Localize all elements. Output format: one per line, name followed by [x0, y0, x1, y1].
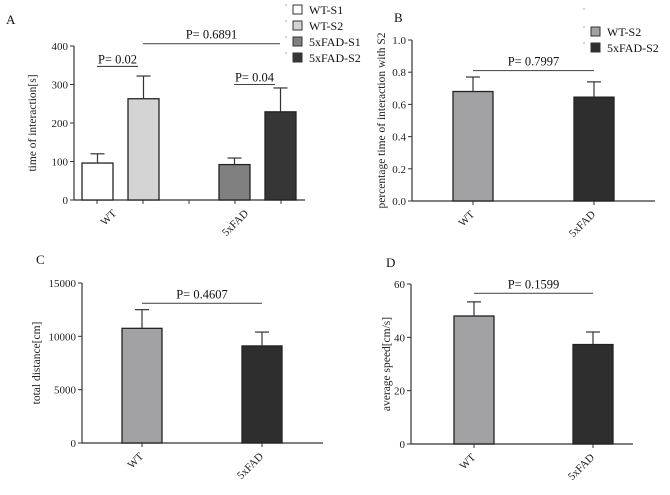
- bar-wt-s2: [452, 90, 494, 202]
- y-tick-label: 20: [394, 386, 406, 398]
- legend-dot: [285, 20, 287, 22]
- panel-label: D: [386, 255, 395, 270]
- panel-b: B 0.0 0.2 0.4 0.6 0.8 1.0 percentage time of in…: [376, 8, 659, 240]
- y-axis-label: time of interaction[s]: [27, 74, 39, 171]
- legend-dot: [285, 52, 287, 54]
- legend-swatch: [590, 26, 601, 37]
- legend-label: WT-S1: [309, 3, 343, 17]
- y-tick-label: 0: [71, 438, 77, 450]
- y-tick-label: 0.4: [392, 132, 406, 144]
- panel-a: A 0 100 200 300 400 time of interaction[s] WT 5x…: [6, 3, 361, 239]
- panel-c: C 0 5000 10000 15000 total distance[cm] WT 5xFA…: [31, 252, 323, 482]
- bar-wt-s2: [127, 98, 160, 201]
- legend-dot: [583, 26, 585, 28]
- y-tick-label: 0.0: [392, 196, 406, 208]
- x-tick-label: WT: [457, 208, 478, 229]
- bar-5xfad: [572, 343, 614, 445]
- legend-dot: [583, 8, 585, 10]
- bar-5xfad: [241, 345, 283, 444]
- x-tick-label: WT: [99, 207, 120, 228]
- y-tick-label: 200: [52, 118, 69, 130]
- x-tick-label: WT: [458, 451, 479, 472]
- legend-label: 5xFAD-S2: [607, 41, 659, 55]
- panel-label: B: [394, 10, 403, 25]
- y-tick-label: 10000: [49, 331, 77, 343]
- legend-label: 5xFAD-S1: [309, 35, 361, 49]
- legend-swatch: [292, 52, 303, 63]
- legend-swatch: [590, 42, 601, 53]
- y-tick-label: 0.8: [392, 67, 406, 79]
- x-tick-label: 5xFAD: [235, 451, 266, 482]
- y-tick-label: 300: [52, 80, 69, 92]
- legend-swatch: [292, 4, 303, 15]
- bar-wt: [453, 315, 495, 445]
- legend-swatch: [292, 20, 303, 31]
- p-value-label: P= 0.6891: [186, 28, 238, 42]
- y-tick-label: 100: [52, 157, 69, 169]
- y-tick-label: 60: [394, 279, 406, 291]
- p-value-label: P= 0.02: [98, 52, 137, 66]
- x-tick-label: WT: [126, 450, 147, 471]
- legend-label: WT-S2: [309, 19, 343, 33]
- legend-label: WT-S2: [607, 25, 641, 39]
- legend: WT-S1 WT-S2 5xFAD-S1 5xFAD-S2: [285, 3, 361, 65]
- p-value-label: P= 0.1599: [508, 277, 560, 291]
- bar-5xfad-s1: [218, 163, 251, 201]
- panel-d: D 0 20 40 60 average speed[cm/s] WT 5xFAD P= 0.1…: [381, 255, 633, 483]
- x-tick-label: 5xFAD: [220, 208, 251, 239]
- panel-label: A: [6, 12, 16, 27]
- y-tick-label: 0.2: [392, 164, 406, 176]
- y-axis-label: percentage time of interaction with S2: [376, 32, 388, 208]
- p-value-label: P= 0.7997: [508, 55, 560, 69]
- x-tick-label: 5xFAD: [566, 452, 597, 483]
- y-axis-label: total distance[cm]: [31, 322, 43, 405]
- p-value-label: P= 0.4607: [176, 287, 228, 301]
- y-tick-label: 0: [63, 195, 69, 207]
- y-tick-label: 0.6: [392, 99, 406, 111]
- y-tick-label: 40: [394, 332, 406, 344]
- y-tick-label: 1.0: [392, 35, 406, 47]
- y-axis-label: average speed[cm/s]: [381, 317, 393, 411]
- bar-wt-s1: [81, 162, 114, 201]
- y-tick-label: 400: [52, 41, 69, 53]
- p-value-label: P= 0.04: [235, 71, 275, 85]
- legend-dot: [285, 36, 287, 38]
- bar-5xfad-s2: [264, 111, 297, 201]
- bar-5xfad-s2: [573, 96, 615, 202]
- legend-dot: [583, 42, 585, 44]
- x-tick-label: 5xFAD: [567, 209, 598, 240]
- legend-swatch: [292, 36, 303, 47]
- y-tick-label: 0: [400, 439, 406, 451]
- legend: WT-S2 5xFAD-S2: [583, 8, 659, 55]
- legend-dot: [285, 4, 287, 6]
- panel-label: C: [36, 252, 45, 267]
- legend-label: 5xFAD-S2: [309, 51, 361, 65]
- y-tick-label: 15000: [49, 278, 77, 290]
- y-tick-label: 5000: [54, 385, 77, 397]
- bar-wt: [121, 327, 163, 444]
